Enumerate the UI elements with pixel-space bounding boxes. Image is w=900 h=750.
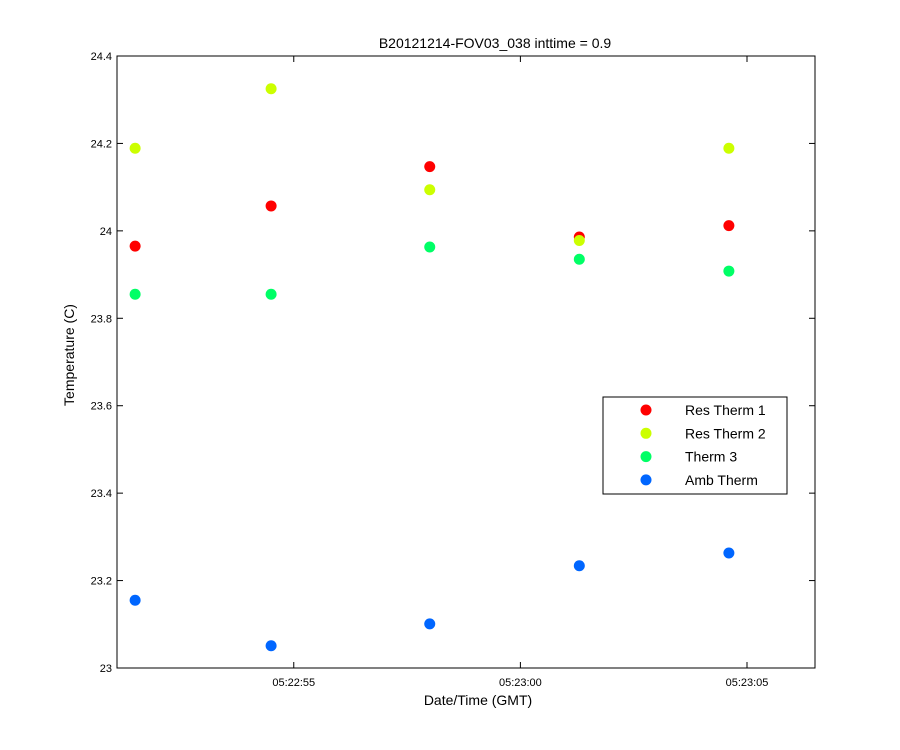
point-res-therm-2 [573, 234, 585, 246]
point-res-therm-2 [424, 184, 436, 196]
legend-box [602, 396, 788, 495]
legend-marker [640, 451, 652, 463]
point-therm-3 [129, 288, 141, 300]
legend-label: Res Therm 2 [685, 425, 766, 441]
y-tick-label: 24 [100, 226, 112, 238]
y-tick-label: 23.4 [91, 488, 112, 500]
chart-title: B20121214-FOV03_038 inttime = 0.9 [379, 35, 612, 51]
x-tick-label: 05:22:55 [272, 677, 315, 689]
data-points [129, 83, 735, 652]
point-amb-therm [723, 547, 735, 559]
point-res-therm-1 [129, 240, 141, 252]
point-therm-3 [573, 253, 585, 265]
y-axis-label: Temperature (C) [61, 304, 77, 406]
legend-marker [640, 404, 652, 416]
legend-marker [640, 474, 652, 486]
x-axis: 05:22:55 05:23:00 05:23:05 [272, 56, 768, 689]
point-res-therm-1 [424, 161, 436, 173]
legend-label: Res Therm 1 [685, 402, 766, 418]
x-axis-label: Date/Time (GMT) [424, 692, 532, 708]
point-therm-3 [424, 241, 436, 253]
y-tick-label: 23.2 [91, 576, 112, 588]
y-tick-label: 23 [100, 663, 112, 675]
x-tick-label: 05:23:00 [499, 677, 542, 689]
x-tick-label: 05:23:05 [726, 677, 769, 689]
legend-label: Therm 3 [685, 449, 737, 465]
point-therm-3 [265, 288, 277, 300]
legend-label: Amb Therm [685, 472, 758, 488]
point-amb-therm [424, 618, 436, 630]
y-tick-label: 23.6 [91, 401, 112, 413]
point-res-therm-2 [129, 142, 141, 154]
legend-marker [640, 427, 652, 439]
y-axis: 23 23.2 23.4 23.6 23.8 24 24.2 24.4 [91, 51, 815, 675]
point-res-therm-2 [265, 83, 277, 95]
point-res-therm-1 [265, 200, 277, 212]
y-tick-label: 23.8 [91, 313, 112, 325]
y-tick-label: 24.4 [91, 51, 112, 63]
plot-area [116, 55, 816, 669]
point-amb-therm [265, 640, 277, 652]
point-res-therm-1 [723, 220, 735, 232]
point-res-therm-2 [723, 142, 735, 154]
point-therm-3 [723, 265, 735, 277]
legend: Res Therm 1 Res Therm 2 Therm 3 Amb Therm [602, 396, 788, 495]
point-amb-therm [573, 560, 585, 572]
y-tick-label: 24.2 [91, 138, 112, 150]
point-amb-therm [129, 594, 141, 606]
